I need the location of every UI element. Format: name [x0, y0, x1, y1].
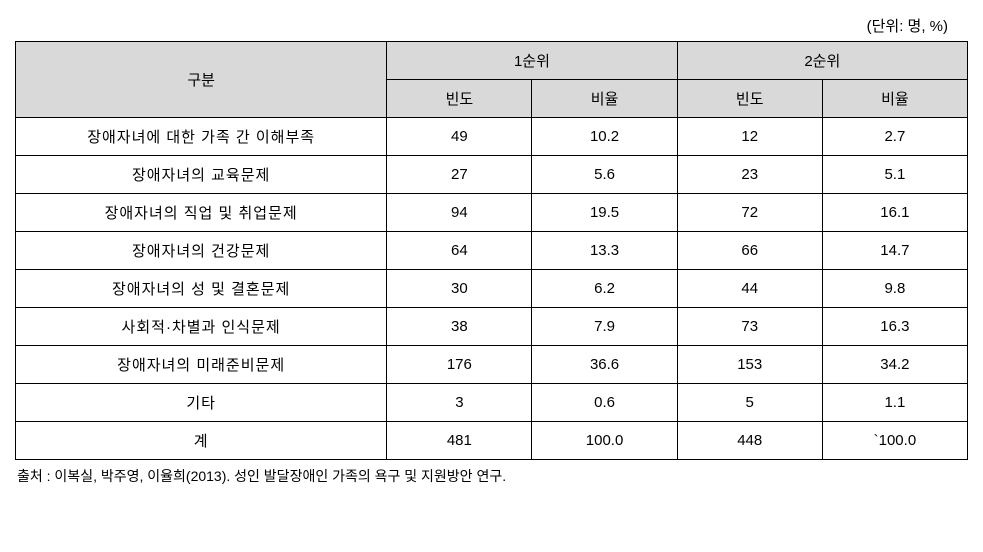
- row-r2-freq: 44: [677, 270, 822, 308]
- header-r2-frequency: 빈도: [677, 80, 822, 118]
- row-r1-freq: 38: [387, 308, 532, 346]
- row-r2-freq: 448: [677, 422, 822, 460]
- row-category: 장애자녀의 건강문제: [16, 232, 387, 270]
- header-category: 구분: [16, 42, 387, 118]
- row-r1-ratio: 100.0: [532, 422, 677, 460]
- header-r1-ratio: 비율: [532, 80, 677, 118]
- table-row: 기타 3 0.6 5 1.1: [16, 384, 968, 422]
- row-r1-freq: 481: [387, 422, 532, 460]
- row-r2-ratio: 9.8: [822, 270, 967, 308]
- row-r1-ratio: 19.5: [532, 194, 677, 232]
- table-row: 장애자녀의 교육문제 27 5.6 23 5.1: [16, 156, 968, 194]
- header-rank1: 1순위: [387, 42, 677, 80]
- row-category: 장애자녀의 교육문제: [16, 156, 387, 194]
- data-table: 구분 1순위 2순위 빈도 비율 빈도 비율 장애자녀에 대한 가족 간 이해부…: [15, 41, 968, 460]
- row-r2-ratio: `100.0: [822, 422, 967, 460]
- row-r2-freq: 12: [677, 118, 822, 156]
- table-row: 사회적·차별과 인식문제 38 7.9 73 16.3: [16, 308, 968, 346]
- row-r1-ratio: 7.9: [532, 308, 677, 346]
- row-category: 사회적·차별과 인식문제: [16, 308, 387, 346]
- row-r1-ratio: 6.2: [532, 270, 677, 308]
- table-row: 장애자녀의 직업 및 취업문제 94 19.5 72 16.1: [16, 194, 968, 232]
- row-r1-ratio: 10.2: [532, 118, 677, 156]
- row-r2-ratio: 2.7: [822, 118, 967, 156]
- table-row: 장애자녀의 건강문제 64 13.3 66 14.7: [16, 232, 968, 270]
- table-row: 장애자녀에 대한 가족 간 이해부족 49 10.2 12 2.7: [16, 118, 968, 156]
- header-rank2: 2순위: [677, 42, 967, 80]
- row-r2-ratio: 1.1: [822, 384, 967, 422]
- row-r1-ratio: 0.6: [532, 384, 677, 422]
- row-r1-freq: 49: [387, 118, 532, 156]
- row-r1-ratio: 13.3: [532, 232, 677, 270]
- row-category: 장애자녀의 미래준비문제: [16, 346, 387, 384]
- row-r1-freq: 176: [387, 346, 532, 384]
- row-category: 계: [16, 422, 387, 460]
- row-r1-ratio: 5.6: [532, 156, 677, 194]
- row-r2-ratio: 14.7: [822, 232, 967, 270]
- table-header: 구분 1순위 2순위 빈도 비율 빈도 비율: [16, 42, 968, 118]
- row-r2-freq: 23: [677, 156, 822, 194]
- row-category: 장애자녀의 직업 및 취업문제: [16, 194, 387, 232]
- row-r2-ratio: 34.2: [822, 346, 967, 384]
- row-r2-freq: 153: [677, 346, 822, 384]
- header-r1-frequency: 빈도: [387, 80, 532, 118]
- table-body: 장애자녀에 대한 가족 간 이해부족 49 10.2 12 2.7 장애자녀의 …: [16, 118, 968, 460]
- header-r2-ratio: 비율: [822, 80, 967, 118]
- table-row-total: 계 481 100.0 448 `100.0: [16, 422, 968, 460]
- row-r1-freq: 94: [387, 194, 532, 232]
- row-r2-ratio: 16.3: [822, 308, 967, 346]
- row-r1-freq: 64: [387, 232, 532, 270]
- row-r1-freq: 3: [387, 384, 532, 422]
- row-r2-freq: 66: [677, 232, 822, 270]
- row-r1-ratio: 36.6: [532, 346, 677, 384]
- row-r2-freq: 5: [677, 384, 822, 422]
- row-category: 장애자녀에 대한 가족 간 이해부족: [16, 118, 387, 156]
- row-category: 기타: [16, 384, 387, 422]
- row-r1-freq: 30: [387, 270, 532, 308]
- source-citation: 출처 : 이복실, 박주영, 이율희(2013). 성인 발달장애인 가족의 욕…: [15, 466, 968, 486]
- table-row: 장애자녀의 성 및 결혼문제 30 6.2 44 9.8: [16, 270, 968, 308]
- table-row: 장애자녀의 미래준비문제 176 36.6 153 34.2: [16, 346, 968, 384]
- row-r2-ratio: 16.1: [822, 194, 967, 232]
- row-r1-freq: 27: [387, 156, 532, 194]
- row-r2-freq: 72: [677, 194, 822, 232]
- row-category: 장애자녀의 성 및 결혼문제: [16, 270, 387, 308]
- row-r2-ratio: 5.1: [822, 156, 967, 194]
- row-r2-freq: 73: [677, 308, 822, 346]
- unit-label: (단위: 명, %): [15, 15, 968, 36]
